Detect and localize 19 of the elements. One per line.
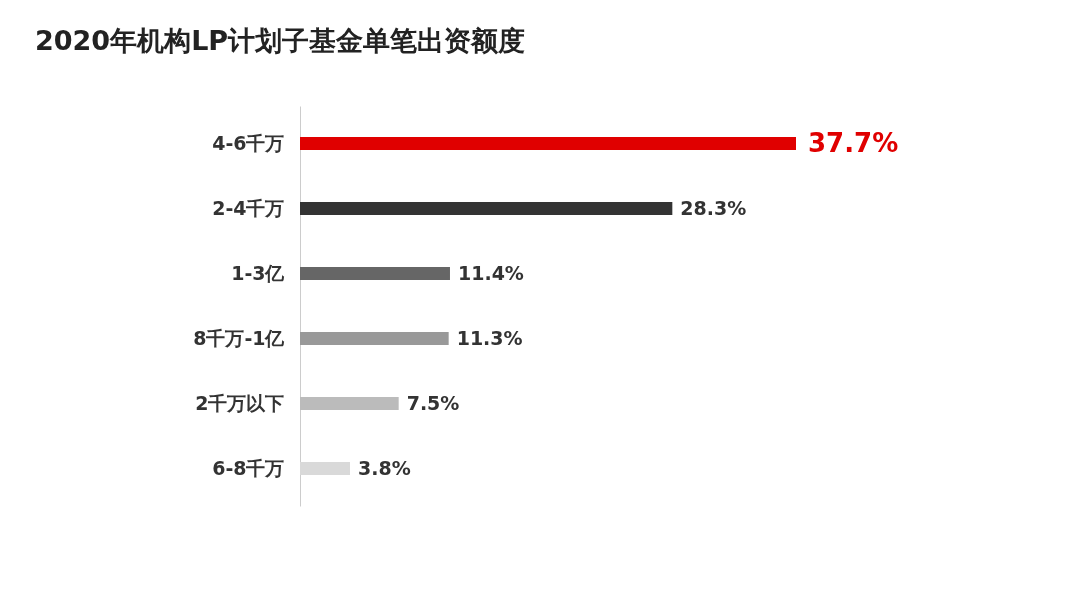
data-label: 28.3% [680,196,747,219]
bar [300,137,796,150]
y-tick-label: 8千万-1亿 [193,327,286,349]
y-tick-label: 2-4千万 [212,197,285,219]
y-tick-label: 6-8千万 [212,457,285,479]
bar [300,267,450,280]
chart-title: 2020年机构LP计划子基金单笔出资额度 [35,25,526,56]
y-tick-label: 4-6千万 [212,132,285,154]
data-label: 11.3% [456,326,523,349]
data-label: 11.4% [457,261,524,284]
data-label: 3.8% [357,456,411,479]
bar [300,202,673,215]
bar [300,397,399,410]
data-label: 7.5% [406,391,460,414]
y-tick-label: 2千万以下 [195,392,285,414]
bar [300,332,449,345]
bar [300,462,350,475]
data-label: 37.7% [808,127,899,158]
y-tick-label: 1-3亿 [231,262,286,284]
